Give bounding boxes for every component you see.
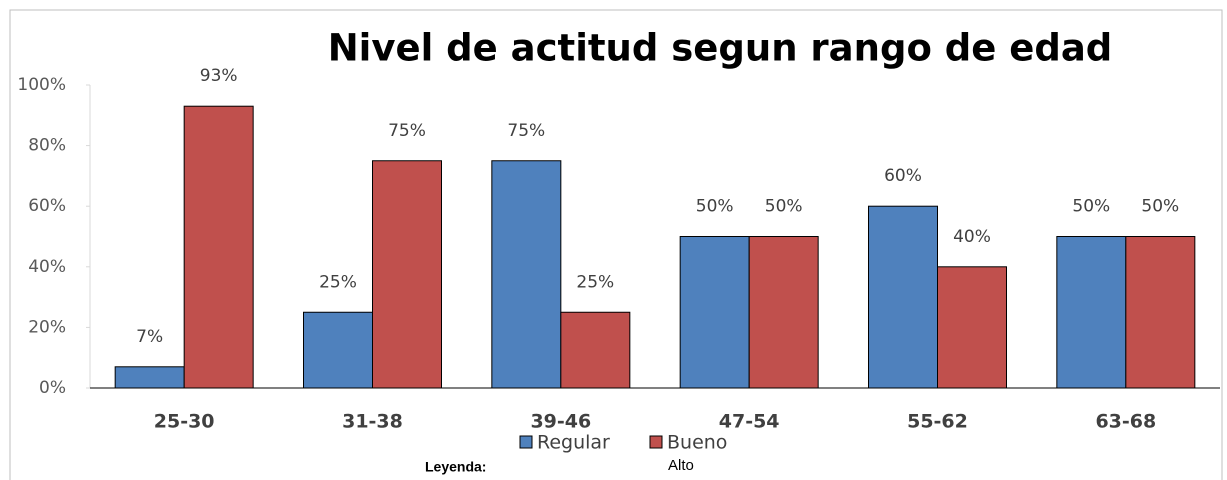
value-label: 25% — [576, 272, 614, 292]
x-tick-label: 25-30 — [154, 411, 215, 433]
x-tick-label: 55-62 — [907, 411, 968, 433]
value-label: 60% — [884, 166, 922, 186]
value-label: 50% — [696, 197, 734, 217]
x-tick-label: 31-38 — [342, 411, 403, 433]
bar — [868, 205, 938, 389]
legend-label: Bueno — [667, 432, 727, 454]
value-label: 75% — [388, 121, 426, 141]
annotation: Alto — [668, 457, 694, 474]
value-label: 50% — [765, 197, 803, 217]
bar — [372, 160, 442, 389]
bar — [114, 366, 185, 389]
x-tick-label: 47-54 — [719, 411, 780, 433]
value-label: 50% — [1141, 197, 1179, 217]
y-tick-label: 100% — [17, 75, 66, 95]
y-tick-label: 0% — [39, 378, 66, 398]
annotation: Leyenda: — [425, 459, 486, 475]
bar — [491, 160, 562, 389]
legend-swatch — [519, 435, 533, 449]
bar — [748, 236, 819, 389]
chart-title: Nivel de actitud segun rango de edad — [328, 27, 1113, 70]
value-label: 25% — [319, 272, 357, 292]
value-label: 40% — [953, 227, 991, 247]
x-tick-label: 63-68 — [1095, 411, 1156, 433]
value-label: 93% — [200, 66, 238, 86]
y-tick-label: 20% — [28, 317, 66, 337]
x-tick-label: 39-46 — [530, 411, 591, 433]
y-tick-label: 40% — [28, 257, 66, 277]
y-tick-label: 60% — [28, 196, 66, 216]
value-label: 50% — [1072, 197, 1110, 217]
value-label: 7% — [136, 327, 163, 347]
legend-label: Regular — [537, 432, 610, 454]
chart-frame — [9, 9, 1223, 480]
bar — [937, 266, 1007, 389]
bar — [1056, 236, 1127, 389]
value-label: 75% — [507, 121, 545, 141]
bar — [303, 311, 373, 389]
legend-swatch — [649, 435, 663, 449]
y-tick-label: 80% — [28, 136, 66, 156]
bar — [679, 236, 750, 389]
bar — [1125, 236, 1196, 389]
bar — [560, 311, 631, 389]
bar — [183, 105, 254, 389]
